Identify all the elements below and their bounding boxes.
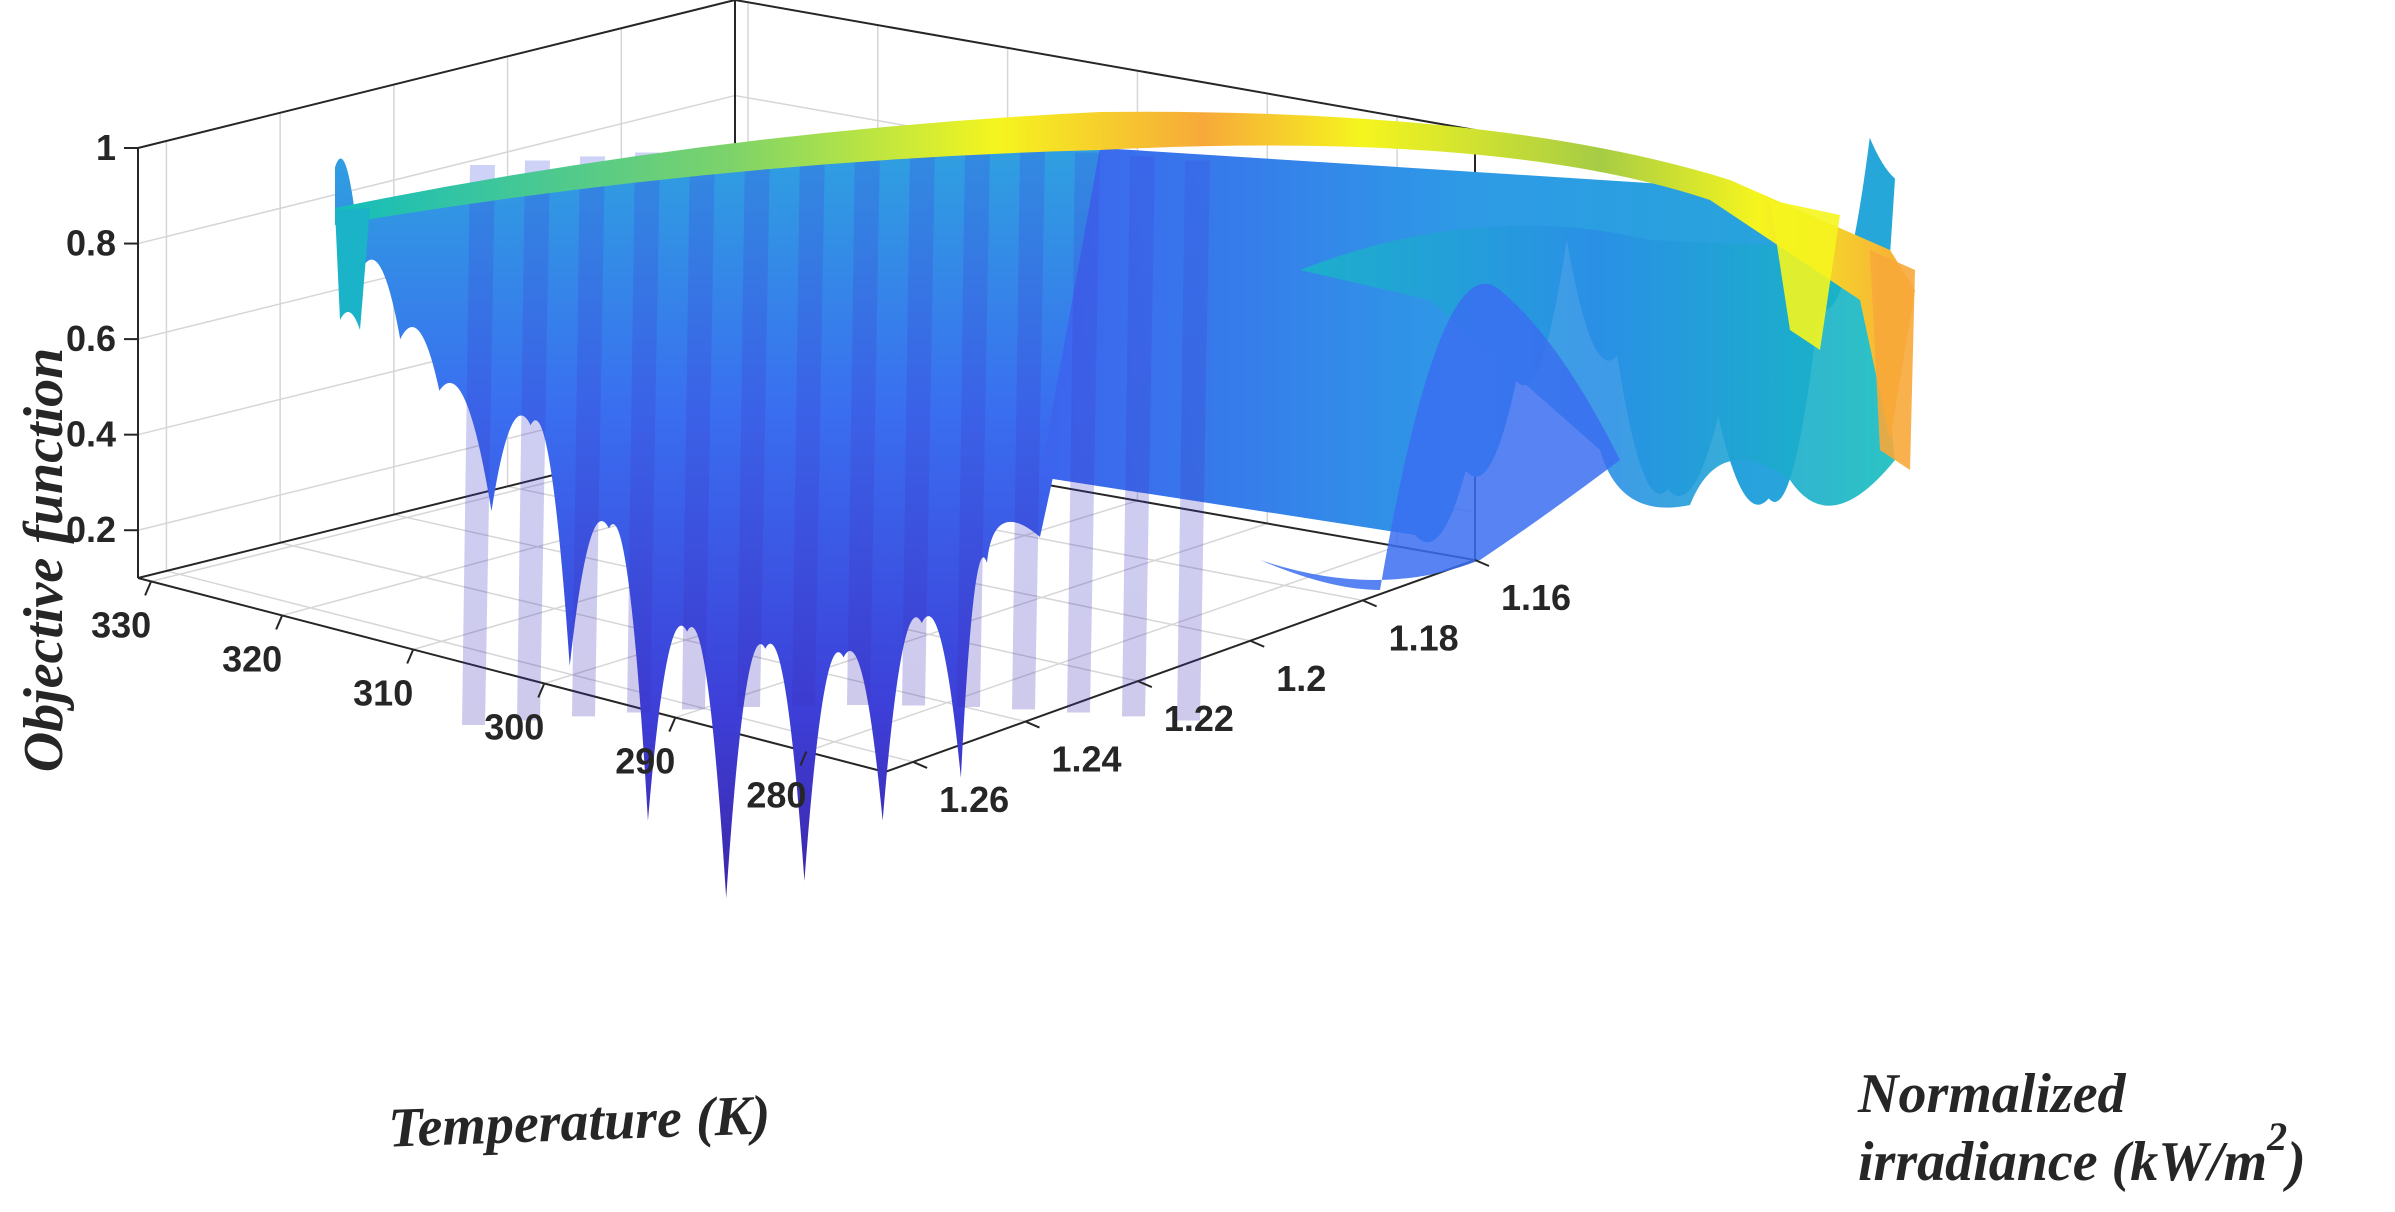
y-tick-mark	[1249, 639, 1265, 648]
surface-shade-stripe	[1067, 152, 1100, 713]
surface-plot	[335, 111, 1915, 899]
x-tick-label: 320	[222, 638, 282, 679]
y-tick-label: 1.22	[1164, 698, 1234, 739]
z-tick-label: 0.6	[66, 318, 116, 359]
x-tick-label: 290	[615, 741, 675, 782]
surface-inner-wall	[1300, 225, 1895, 508]
y-tick-mark	[912, 760, 928, 769]
back-left-wall-gridline	[137, 94, 736, 245]
surface-shade-stripe	[902, 145, 935, 706]
y-axis-title-sup: 2	[2266, 1114, 2287, 1159]
z-axis-ticks: 0.2 0.4 0.6 0.8 1	[66, 127, 138, 550]
surface-shade-stripe	[1122, 156, 1155, 717]
x-tick-label: 280	[746, 775, 806, 816]
surface-shade-stripe	[1012, 149, 1045, 710]
z-tick-label: 0.2	[66, 509, 116, 550]
surface-shade-stripe	[792, 145, 825, 706]
x-tick-label: 300	[484, 707, 544, 748]
y-tick-mark	[1137, 680, 1153, 689]
axis-box-edge	[137, 577, 886, 773]
x-tick-mark	[668, 717, 677, 732]
y-tick-label: 1.24	[1051, 739, 1121, 780]
x-tick-label: 330	[91, 604, 151, 645]
x-tick-mark	[144, 581, 153, 596]
surface-arch	[1260, 283, 1620, 590]
y-axis-title-close: )	[2282, 1131, 2306, 1193]
y-axis-title-main: irradiance (kW/m	[1858, 1131, 2267, 1193]
surface-shade-stripe	[517, 160, 550, 721]
surface-right-highlight	[1770, 200, 1840, 350]
x-axis-ticks: 330 320 310 300 290 280	[91, 581, 808, 816]
y-tick-mark	[1474, 559, 1490, 567]
surface-shade-stripe	[627, 152, 660, 713]
y-tick-label: 1.16	[1501, 577, 1571, 618]
x-tick-mark	[275, 615, 284, 630]
y-tick-mark	[1362, 599, 1378, 608]
z-tick-label: 0.8	[66, 223, 116, 264]
surface-shade-stripe	[1177, 160, 1210, 721]
y-tick-label: 1.26	[939, 779, 1009, 820]
surface-shade-stripe	[572, 156, 605, 717]
axis-box-edge	[734, 0, 1476, 131]
surface-shade-stripe	[682, 149, 715, 710]
y-tick-label: 1.2	[1276, 658, 1326, 699]
z-tick-label: 0.4	[66, 414, 116, 455]
z-tick-label: 1	[96, 127, 116, 168]
surface-left-edge	[335, 208, 370, 330]
surface-shade-stripe	[462, 165, 495, 725]
z-axis-title: Objective function	[13, 348, 75, 773]
y-tick-mark	[1025, 720, 1040, 729]
x-tick-mark	[799, 751, 808, 766]
x-tick-label: 310	[353, 672, 413, 713]
x-tick-mark	[406, 649, 415, 664]
axis-box-edge	[137, 0, 736, 149]
surface-shade-stripe	[957, 146, 990, 707]
y-axis-title-line1: Normalized	[1857, 1063, 2127, 1125]
x-axis-title: Temperature (K)	[387, 1084, 771, 1159]
x-tick-mark	[537, 683, 546, 698]
floor-gridline-temperature	[806, 545, 1398, 753]
surface-shade-stripe	[737, 146, 770, 707]
surface-right-edge	[1870, 250, 1915, 470]
y-axis-title-line2: irradiance (kW/m2)	[1858, 1114, 2306, 1193]
surface-shade-stripe	[847, 145, 880, 705]
y-axis-ticks: 1.26 1.24 1.22 1.2 1.18 1.16	[912, 559, 1571, 820]
y-tick-label: 1.18	[1389, 617, 1459, 658]
